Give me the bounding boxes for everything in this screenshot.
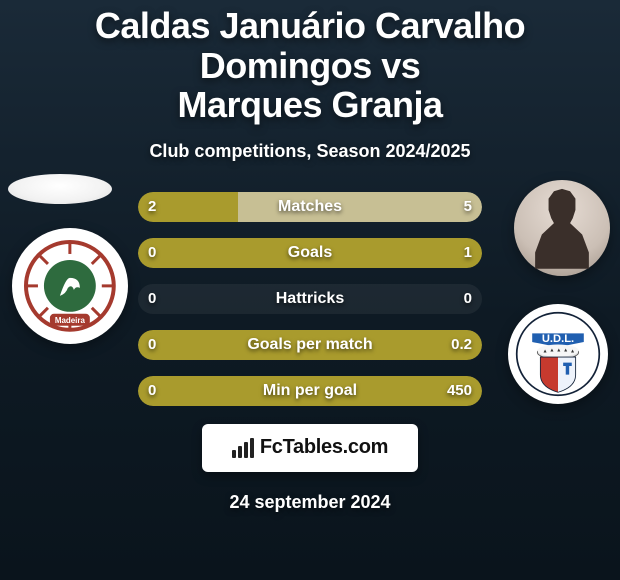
left-crest-label: Madeira (55, 316, 86, 325)
right-crest-label: U.D.L. (542, 333, 574, 345)
brand-text: FcTables.com (260, 436, 388, 459)
player-silhouette-icon (528, 187, 595, 269)
stat-row: 0450Min per goal (138, 376, 482, 406)
right-player-photo (514, 180, 610, 276)
brand-bars-icon (232, 438, 254, 458)
stat-label: Goals per match (138, 330, 482, 360)
left-player-placeholder (8, 174, 112, 204)
comparison-card: Caldas Januário Carvalho Domingos vs Mar… (0, 0, 620, 580)
crest-circle: U.D.L. ▲▲ ▲▲ ▲ (508, 304, 608, 404)
right-club-crest: U.D.L. ▲▲ ▲▲ ▲ (508, 304, 608, 404)
brand-badge[interactable]: FcTables.com (202, 424, 418, 472)
date-label: 24 september 2024 (0, 492, 620, 513)
maritimo-crest-icon: Madeira (20, 236, 120, 336)
player-circle (514, 180, 610, 276)
stat-row: 01Goals (138, 238, 482, 268)
title-line-1: Caldas Januário Carvalho Domingos vs (95, 5, 525, 86)
crest-circle: Madeira (12, 228, 128, 344)
page-title: Caldas Januário Carvalho Domingos vs Mar… (0, 0, 620, 125)
udleiria-crest-icon: U.D.L. ▲▲ ▲▲ ▲ (515, 311, 601, 397)
stat-label: Goals (138, 238, 482, 268)
svg-text:▲: ▲ (563, 347, 568, 353)
svg-text:▲: ▲ (556, 347, 561, 353)
stat-row: 25Matches (138, 192, 482, 222)
left-club-crest: Madeira (12, 228, 128, 344)
svg-text:▲: ▲ (570, 348, 575, 354)
stat-label: Matches (138, 192, 482, 222)
stat-label: Hattricks (138, 284, 482, 314)
svg-text:▲: ▲ (549, 347, 554, 353)
svg-text:▲: ▲ (543, 348, 548, 354)
stat-label: Min per goal (138, 376, 482, 406)
stat-row: 00.2Goals per match (138, 330, 482, 360)
subtitle: Club competitions, Season 2024/2025 (0, 141, 620, 162)
stat-row: 00Hattricks (138, 284, 482, 314)
stat-bars: 25Matches 01Goals 00Hattricks 00.2Goals per… (138, 192, 482, 406)
title-line-2: Marques Granja (177, 84, 442, 125)
